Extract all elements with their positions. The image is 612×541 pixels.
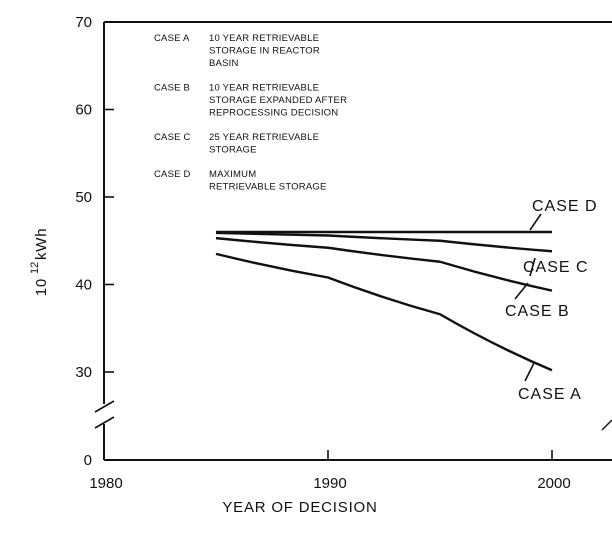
y-axis-title-exponent: 12 bbox=[29, 262, 41, 274]
y-tick-label: 70 bbox=[75, 14, 92, 31]
legend-key: CASE A bbox=[154, 33, 190, 44]
legend-key: CASE B bbox=[154, 83, 190, 94]
curve-label-leader bbox=[529, 213, 542, 231]
legend-description-line: 10 YEAR RETRIEVABLE bbox=[209, 33, 319, 44]
legend-description-line: REPROCESSING DECISION bbox=[209, 108, 338, 119]
y-axis-title: 10 12 kWh bbox=[29, 228, 50, 297]
legend-description-line: STORAGE EXPANDED AFTER bbox=[209, 95, 347, 106]
axes: 0 30 40 50 60 70 1980 1990 2000 bbox=[75, 14, 612, 492]
y-axis-break-mark bbox=[94, 416, 115, 429]
curve-label-leader bbox=[514, 282, 529, 300]
curve-label: CASE B bbox=[505, 303, 570, 320]
y-axis-title-base: 10 bbox=[33, 278, 50, 296]
curve-label-leader bbox=[529, 257, 536, 277]
x-tick-label: 1990 bbox=[313, 475, 346, 492]
curve-labels: CASE D CASE C CASE B CASE A bbox=[505, 198, 598, 403]
right-break-mark bbox=[601, 419, 612, 431]
y-tick-label: 60 bbox=[75, 102, 92, 119]
legend-description-line: 10 YEAR RETRIEVABLE bbox=[209, 83, 319, 94]
legend-description-line: STORAGE IN REACTOR bbox=[209, 46, 320, 57]
y-tick-label: 50 bbox=[75, 189, 92, 206]
x-tick-label: 2000 bbox=[537, 475, 570, 492]
series-lines bbox=[215, 230, 553, 372]
y-tick-label: 30 bbox=[75, 364, 92, 381]
curve-label-leader bbox=[524, 362, 535, 382]
curve-label: CASE A bbox=[518, 386, 582, 403]
legend-key: CASE D bbox=[154, 169, 191, 180]
series-line-case-a bbox=[215, 252, 553, 372]
y-axis-title-unit: kWh bbox=[33, 228, 50, 260]
y-tick-label: 0 bbox=[84, 452, 92, 469]
legend-description-line: BASIN bbox=[209, 58, 239, 69]
legend-description-line: 25 YEAR RETRIEVABLE bbox=[209, 132, 319, 143]
curve-label: CASE D bbox=[532, 198, 598, 215]
series-line-case-c bbox=[215, 231, 553, 253]
legend-description-line: RETRIEVABLE STORAGE bbox=[209, 182, 326, 193]
series-line-case-b bbox=[215, 236, 553, 292]
legend-description-line: STORAGE bbox=[209, 145, 257, 156]
legend-key: CASE C bbox=[154, 132, 191, 143]
x-axis-title: YEAR OF DECISION bbox=[222, 499, 377, 516]
y-axis-break-mark bbox=[94, 400, 115, 413]
curve-label: CASE C bbox=[523, 259, 589, 276]
legend: CASE A 10 YEAR RETRIEVABLE STORAGE IN REAC… bbox=[154, 33, 347, 193]
legend-description-line: MAXIMUM bbox=[209, 169, 256, 180]
y-tick-label: 40 bbox=[75, 277, 92, 294]
x-tick-label: 1980 bbox=[89, 475, 122, 492]
